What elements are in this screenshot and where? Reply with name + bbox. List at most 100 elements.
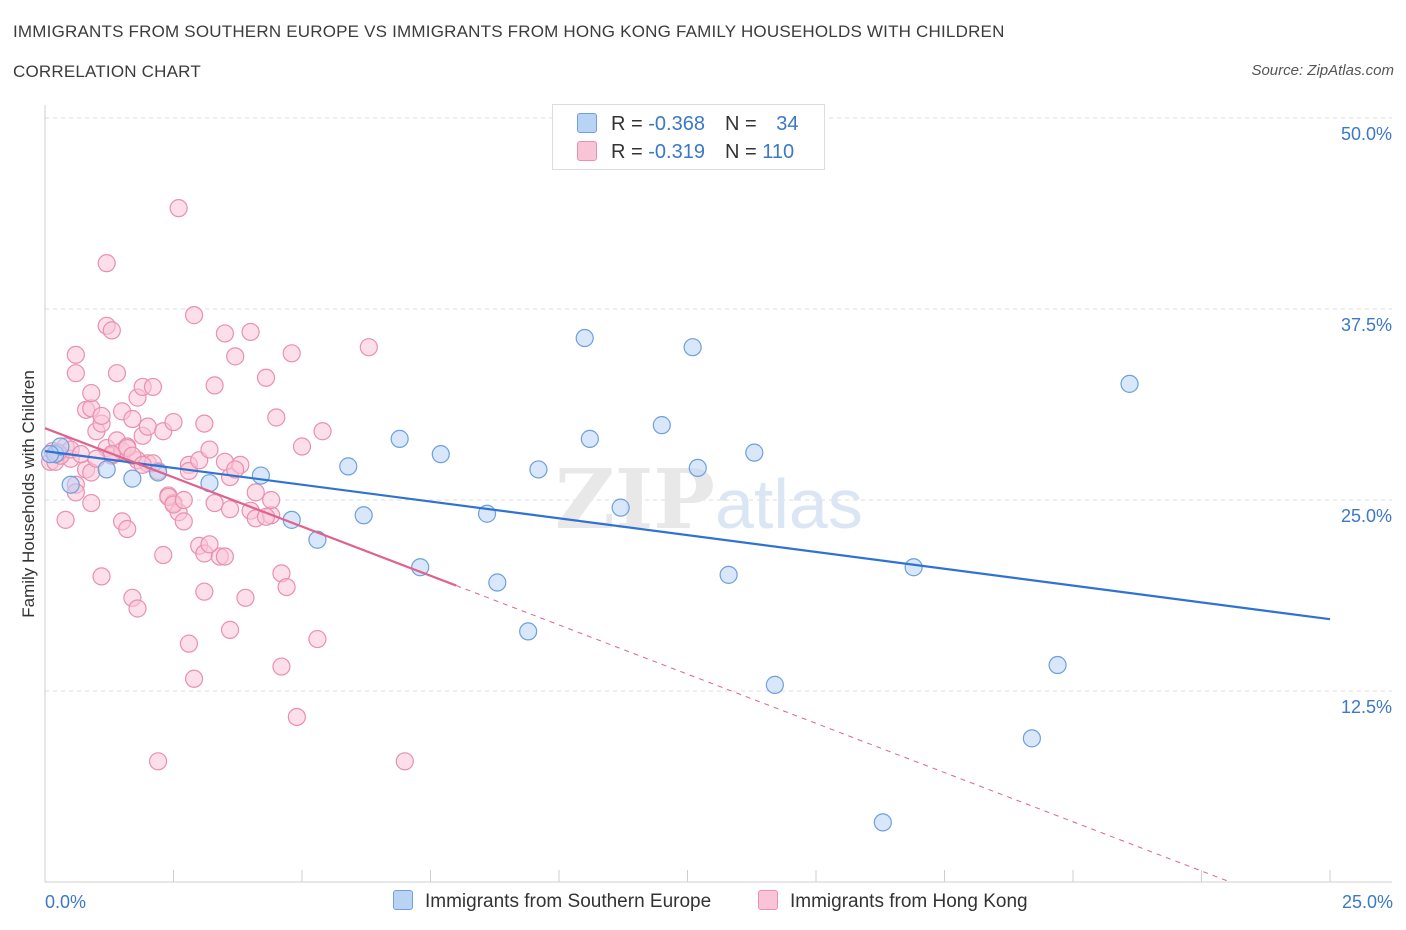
data-point — [102, 321, 121, 340]
data-point — [519, 622, 538, 641]
legend-r-label: R = — [611, 141, 649, 163]
data-point — [169, 199, 188, 218]
data-point — [256, 368, 276, 387]
data-point — [107, 364, 127, 383]
data-point — [873, 813, 892, 832]
data-point — [359, 338, 378, 357]
data-point — [688, 458, 707, 478]
data-point — [611, 498, 630, 517]
y-axis-label: Family Households with Children — [19, 370, 38, 618]
data-point — [205, 376, 224, 395]
bottom-legend-label: Immigrants from Southern Europe — [425, 891, 712, 912]
data-point — [205, 493, 224, 513]
data-point — [488, 573, 507, 592]
stats-legend: R = -0.368 N = 34 R = -0.319 N = 110 — [552, 104, 825, 170]
data-point — [56, 510, 75, 529]
data-point — [143, 377, 163, 397]
data-point — [118, 519, 137, 539]
watermark-atlas: atlas — [715, 465, 863, 543]
data-point — [174, 490, 193, 510]
data-point — [97, 460, 116, 479]
data-point — [575, 328, 594, 348]
data-point — [251, 466, 270, 485]
data-point — [128, 599, 147, 618]
legend-n-label: N = — [724, 113, 763, 135]
data-point — [200, 440, 219, 459]
points-hong-kong — [41, 199, 414, 771]
data-point — [267, 408, 286, 427]
data-point — [354, 506, 373, 525]
data-point — [236, 588, 255, 607]
data-point — [154, 545, 173, 565]
data-point — [226, 347, 245, 366]
data-point — [138, 417, 157, 436]
data-point — [246, 483, 265, 502]
data-point — [164, 412, 183, 432]
data-point — [395, 752, 414, 771]
legend-swatch-pink — [577, 141, 597, 161]
data-point — [220, 620, 240, 639]
y-tick-label: 25.0% — [1341, 506, 1392, 526]
bottom-legend-southern-europe: Immigrants from Southern Europe — [393, 890, 711, 913]
y-tick-label: 50.0% — [1341, 124, 1392, 144]
bottom-legend-swatch-blue — [393, 890, 413, 910]
data-point — [82, 493, 101, 513]
data-point — [313, 422, 332, 441]
chart-source: Source: ZipAtlas.com — [1251, 62, 1394, 79]
trend-line-hong-kong — [44, 427, 457, 587]
data-point — [220, 500, 240, 519]
data-point — [683, 338, 702, 357]
data-point — [277, 577, 296, 597]
legend-r-value: -0.319 — [648, 141, 705, 163]
legend-n-value: 110 — [762, 141, 795, 163]
data-point — [339, 457, 358, 476]
data-point — [179, 634, 199, 653]
data-point — [1048, 655, 1067, 675]
data-point — [174, 512, 193, 531]
chart-title: IMMIGRANTS FROM SOUTHERN EUROPE VS IMMIG… — [13, 22, 1005, 41]
trend-line-hong-kong-extrapolated — [456, 585, 1231, 883]
data-point — [66, 364, 85, 383]
data-point — [431, 445, 450, 464]
axes — [44, 105, 1392, 883]
y-tick-labels: 12.5% 25.0% 37.5% 50.0% — [1341, 124, 1392, 717]
data-point — [1120, 374, 1139, 393]
trend-line-southern-europe — [44, 450, 1331, 621]
data-point — [66, 345, 85, 364]
data-point — [215, 547, 234, 566]
data-point — [580, 429, 599, 448]
data-point — [308, 629, 327, 649]
data-point — [765, 675, 784, 694]
data-point — [272, 657, 291, 676]
y-tick-label: 12.5% — [1341, 697, 1392, 717]
bottom-legend-hong-kong: Immigrants from Hong Kong — [758, 890, 1028, 913]
legend-r-label: R = — [611, 113, 649, 135]
legend-n-value: 34 — [776, 113, 799, 135]
data-point — [184, 669, 204, 688]
data-point — [92, 567, 111, 586]
y-tick-label: 37.5% — [1341, 315, 1392, 335]
data-point — [390, 429, 409, 448]
points-southern-europe — [41, 328, 1139, 832]
data-point — [652, 416, 671, 435]
data-point — [195, 414, 214, 433]
trend-lines — [44, 427, 1331, 883]
data-point — [411, 558, 430, 577]
data-point — [97, 254, 116, 273]
data-point — [262, 490, 281, 510]
legend-row-southern-europe: R = -0.368 N = 34 — [577, 113, 798, 137]
data-point — [1022, 729, 1041, 748]
data-point — [41, 445, 60, 464]
x-tick-label-min: 0.0% — [45, 892, 87, 912]
data-point — [282, 344, 301, 363]
data-point — [529, 460, 548, 479]
data-point — [287, 707, 306, 727]
data-point — [308, 530, 327, 549]
data-point — [184, 306, 204, 325]
data-point — [745, 443, 764, 462]
chart-subtitle: CORRELATION CHART — [13, 62, 201, 81]
bottom-legend-label: Immigrants from Hong Kong — [790, 891, 1028, 912]
data-point — [148, 752, 168, 771]
data-point — [215, 324, 234, 343]
data-point — [904, 558, 923, 577]
